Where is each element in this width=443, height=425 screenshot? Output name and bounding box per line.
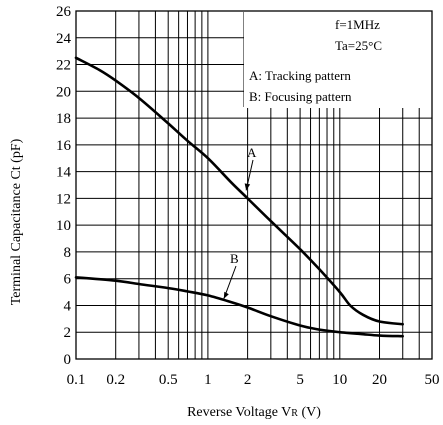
series-label-b: B bbox=[230, 251, 239, 266]
x-tick-label: 2 bbox=[244, 372, 252, 388]
y-tick-label: 20 bbox=[56, 84, 71, 100]
y-tick-label: 2 bbox=[64, 325, 72, 341]
y-tick-label: 0 bbox=[64, 352, 72, 368]
y-tick-label: 18 bbox=[56, 111, 71, 127]
y-tick-label: 6 bbox=[64, 272, 72, 288]
legend-entry-b: B: Focusing pattern bbox=[249, 89, 352, 104]
x-axis-title: Reverse Voltage VR (V) bbox=[187, 405, 321, 420]
legend-entry-a: A: Tracking pattern bbox=[249, 68, 351, 83]
x-axis-title-main: Reverse Voltage V bbox=[187, 405, 291, 420]
y-tick-label: 14 bbox=[56, 165, 72, 181]
y-axis-title: Terminal Capacitance Ct (pF) bbox=[9, 138, 24, 305]
x-tick-label: 0.5 bbox=[159, 372, 178, 388]
x-tick-label: 5 bbox=[296, 372, 304, 388]
curve-series-b bbox=[76, 277, 403, 336]
y-tick-label: 16 bbox=[56, 138, 72, 154]
condition-temperature: Ta=25°C bbox=[335, 38, 382, 53]
y-tick-label: 4 bbox=[64, 298, 72, 314]
x-tick-label: 20 bbox=[372, 372, 387, 388]
series-label-a: A bbox=[247, 145, 257, 160]
y-tick-label: 26 bbox=[56, 4, 72, 20]
x-tick-label: 10 bbox=[332, 372, 347, 388]
x-tick-label: 50 bbox=[425, 372, 440, 388]
x-tick-labels: 0.1 0.2 0.5 1 2 5 10 20 50 bbox=[67, 372, 440, 388]
y-tick-label: 24 bbox=[56, 31, 72, 47]
x-tick-label: 1 bbox=[204, 372, 212, 388]
x-tick-label: 0.2 bbox=[106, 372, 125, 388]
y-tick-label: 8 bbox=[64, 245, 72, 261]
y-tick-label: 12 bbox=[56, 191, 71, 207]
x-axis-title-unit: (V) bbox=[298, 405, 321, 420]
y-tick-label: 22 bbox=[56, 58, 71, 74]
condition-frequency: f=1MHz bbox=[335, 17, 380, 32]
y-tick-label: 10 bbox=[56, 218, 71, 234]
x-tick-label: 0.1 bbox=[67, 372, 86, 388]
